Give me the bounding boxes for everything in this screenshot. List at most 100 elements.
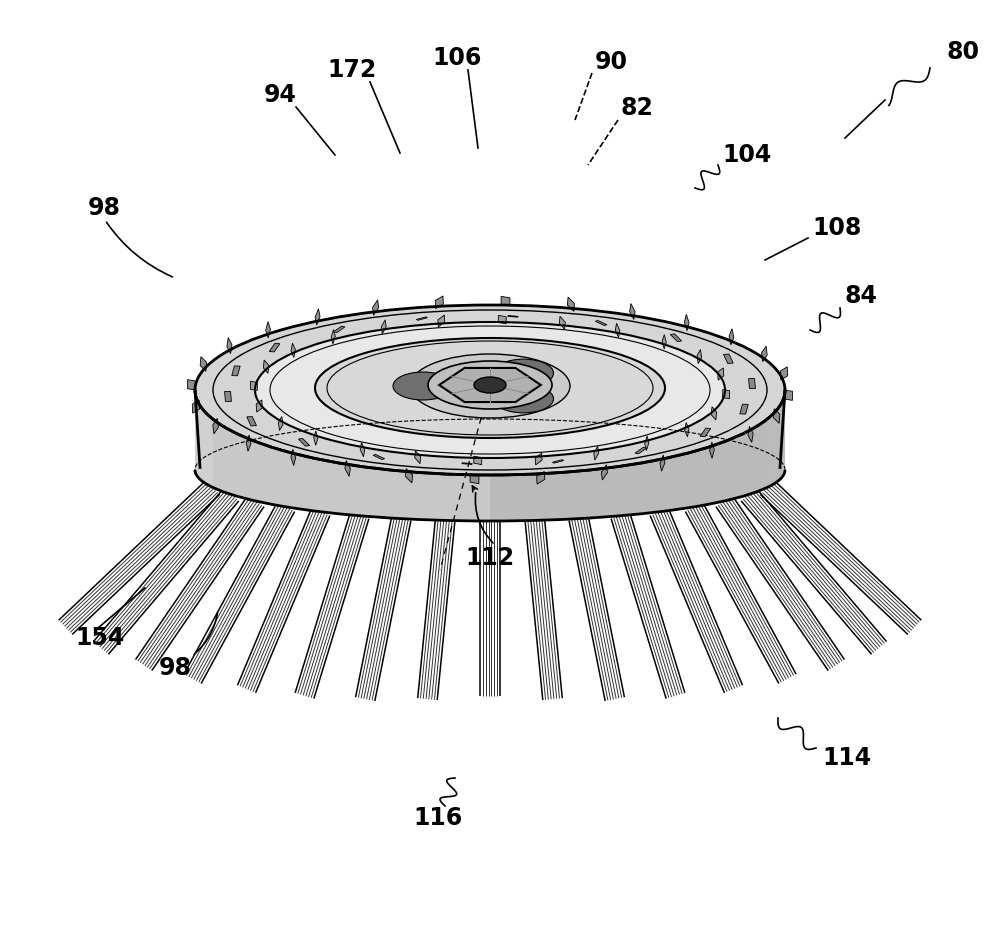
Polygon shape [656, 458, 669, 512]
Polygon shape [686, 451, 695, 508]
Text: 108: 108 [812, 216, 861, 240]
Text: 104: 104 [722, 143, 771, 167]
Text: 82: 82 [620, 96, 653, 120]
Polygon shape [711, 406, 717, 420]
Polygon shape [484, 475, 496, 521]
Polygon shape [192, 400, 200, 413]
Polygon shape [501, 297, 510, 306]
Polygon shape [715, 442, 725, 503]
Polygon shape [291, 449, 296, 466]
Polygon shape [615, 324, 620, 338]
Text: 112: 112 [465, 546, 515, 570]
Text: 98: 98 [88, 196, 121, 220]
Polygon shape [217, 422, 222, 491]
Polygon shape [781, 399, 783, 478]
Polygon shape [780, 366, 788, 380]
Polygon shape [601, 465, 607, 480]
Polygon shape [250, 381, 257, 391]
Polygon shape [693, 448, 704, 507]
Polygon shape [239, 435, 246, 498]
Polygon shape [213, 418, 218, 434]
Polygon shape [770, 413, 774, 486]
Text: 172: 172 [327, 58, 377, 82]
Polygon shape [377, 469, 388, 518]
Polygon shape [285, 451, 294, 508]
Ellipse shape [410, 354, 570, 418]
Polygon shape [498, 315, 506, 324]
Polygon shape [323, 460, 334, 513]
Polygon shape [406, 469, 413, 483]
Text: 114: 114 [822, 746, 871, 770]
Polygon shape [416, 317, 428, 320]
Polygon shape [758, 421, 764, 491]
Polygon shape [261, 444, 269, 504]
Polygon shape [700, 428, 711, 437]
Polygon shape [614, 465, 628, 516]
Polygon shape [253, 441, 261, 502]
Polygon shape [603, 467, 614, 517]
Polygon shape [227, 429, 233, 495]
Text: 116: 116 [413, 806, 463, 830]
Polygon shape [439, 368, 541, 402]
Text: 106: 106 [432, 46, 482, 70]
Polygon shape [584, 469, 599, 518]
Polygon shape [625, 464, 636, 515]
Polygon shape [522, 474, 538, 521]
Polygon shape [269, 446, 277, 505]
Polygon shape [711, 444, 719, 504]
Polygon shape [508, 474, 520, 521]
Polygon shape [269, 343, 280, 352]
Polygon shape [758, 422, 763, 491]
Polygon shape [298, 438, 310, 446]
Polygon shape [304, 456, 313, 511]
Polygon shape [345, 460, 350, 476]
Text: 80: 80 [947, 40, 980, 64]
Ellipse shape [195, 305, 785, 475]
Polygon shape [628, 463, 642, 515]
Polygon shape [291, 343, 295, 357]
Polygon shape [751, 426, 758, 494]
Polygon shape [227, 338, 232, 353]
Polygon shape [670, 334, 682, 341]
Polygon shape [233, 432, 239, 497]
Polygon shape [438, 315, 445, 326]
Polygon shape [748, 426, 753, 443]
Polygon shape [412, 472, 423, 520]
Polygon shape [187, 379, 195, 390]
Polygon shape [373, 300, 379, 315]
Polygon shape [764, 418, 770, 489]
Polygon shape [669, 455, 681, 511]
Polygon shape [355, 466, 366, 516]
Polygon shape [535, 453, 542, 465]
Text: 90: 90 [595, 50, 628, 74]
Polygon shape [645, 436, 649, 450]
Polygon shape [718, 368, 724, 380]
Ellipse shape [195, 305, 785, 475]
Polygon shape [599, 467, 614, 517]
Polygon shape [314, 431, 318, 445]
Polygon shape [553, 472, 569, 520]
Text: 98: 98 [158, 656, 192, 680]
Ellipse shape [494, 359, 554, 387]
Polygon shape [490, 305, 785, 470]
Polygon shape [373, 455, 385, 459]
Polygon shape [697, 350, 702, 364]
Polygon shape [447, 474, 460, 521]
Ellipse shape [315, 338, 665, 438]
Polygon shape [315, 309, 320, 325]
Text: 84: 84 [845, 284, 878, 308]
Polygon shape [506, 474, 522, 521]
Polygon shape [749, 379, 755, 389]
Polygon shape [331, 329, 335, 344]
Polygon shape [667, 456, 676, 511]
Polygon shape [724, 354, 733, 364]
Polygon shape [685, 422, 689, 437]
Polygon shape [741, 432, 747, 497]
Polygon shape [763, 419, 767, 489]
Polygon shape [415, 451, 421, 464]
Polygon shape [743, 430, 751, 497]
Polygon shape [381, 320, 386, 334]
Polygon shape [783, 394, 785, 475]
Polygon shape [762, 346, 767, 362]
Polygon shape [681, 452, 693, 509]
